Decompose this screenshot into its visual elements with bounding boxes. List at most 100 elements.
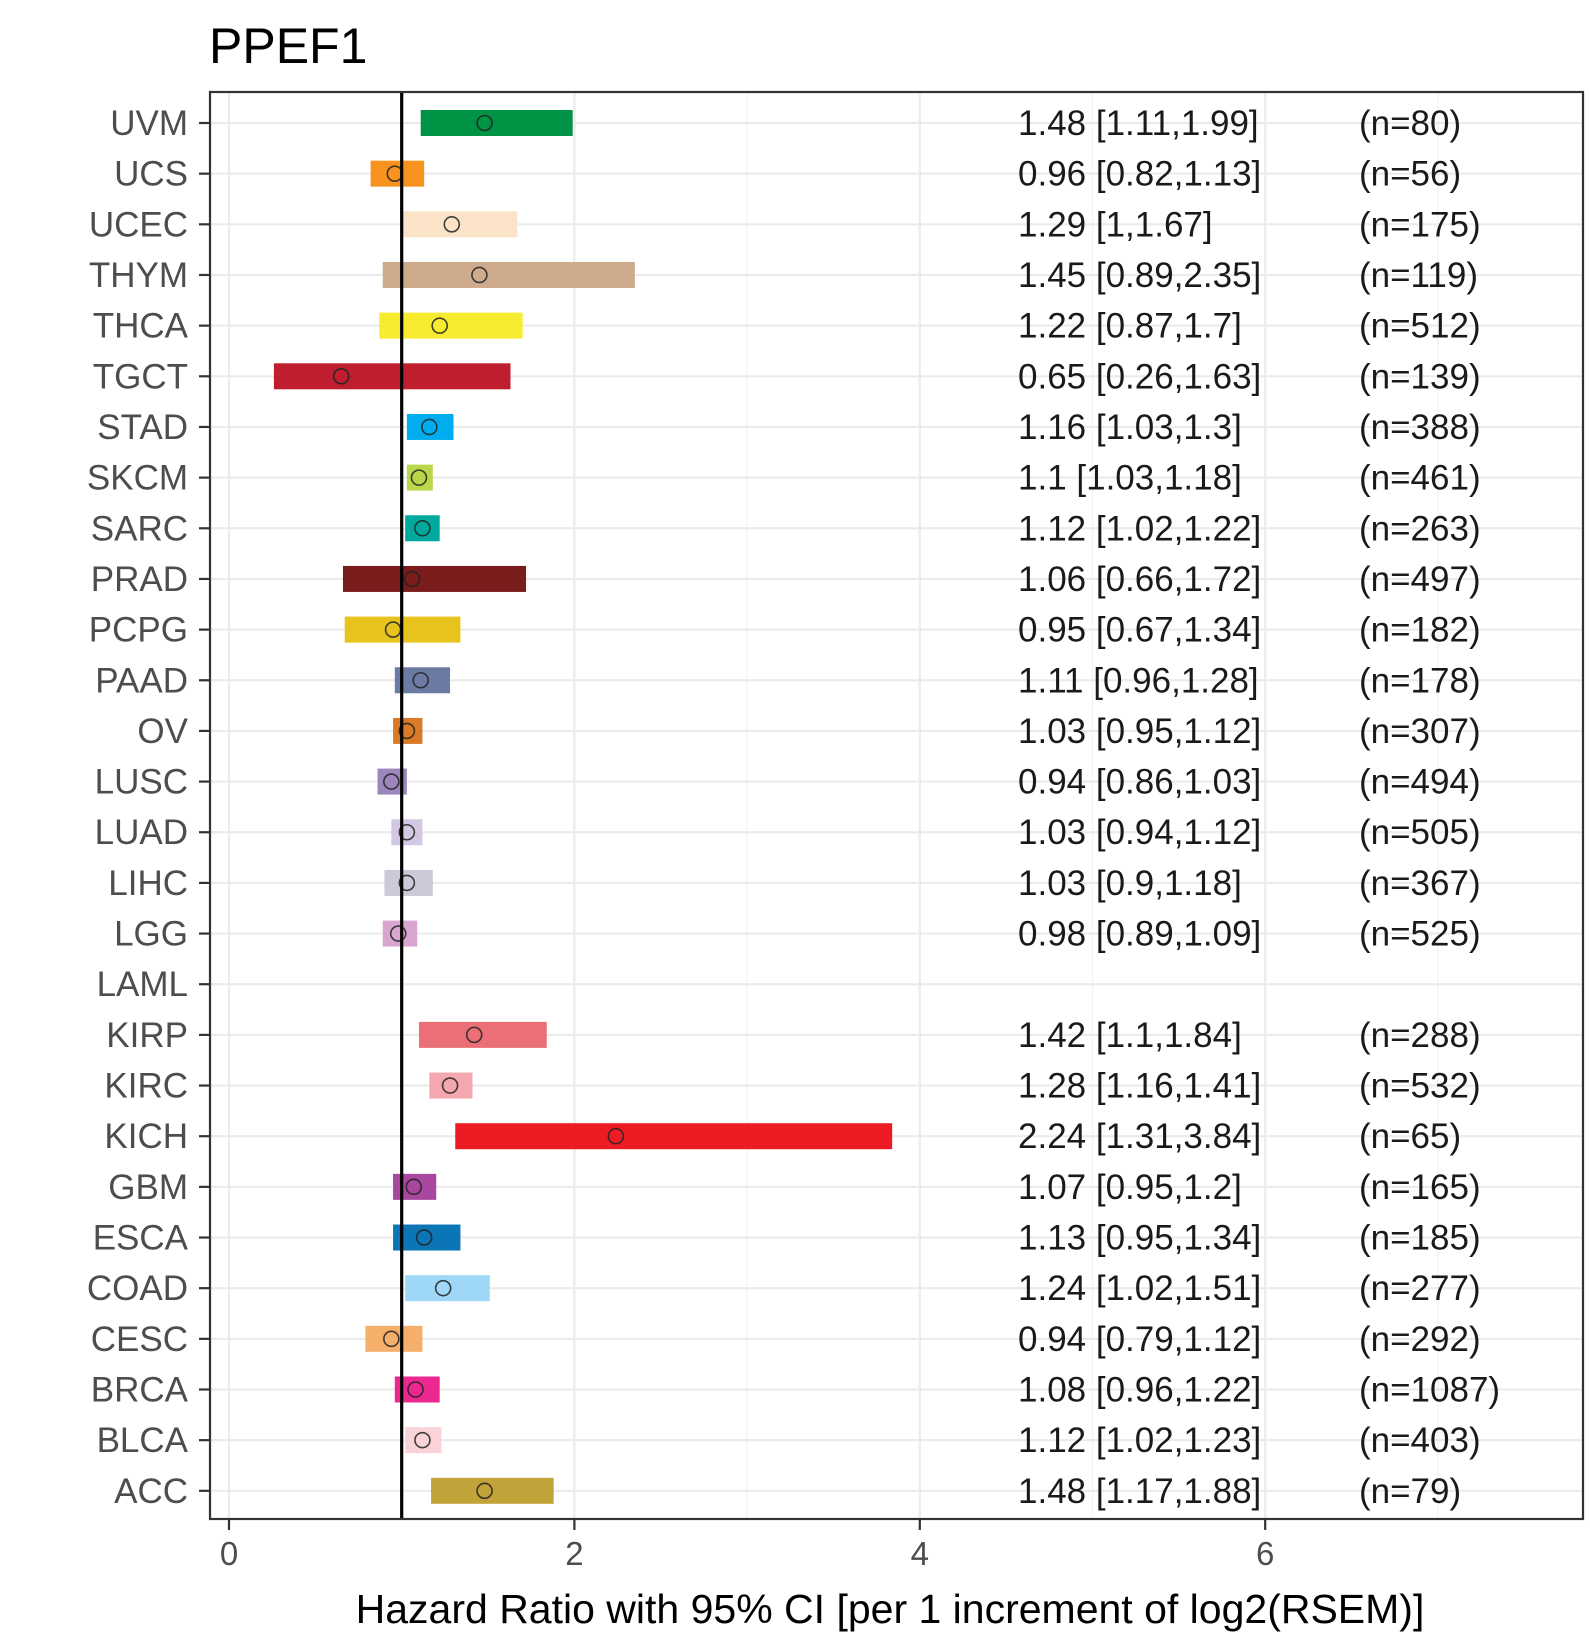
hr-point-ucec — [443, 216, 461, 233]
hr-point-thym — [471, 266, 488, 284]
ci-bar-tgct — [273, 363, 511, 390]
ci-bar-luad — [391, 819, 423, 846]
hr-label-brca: 1.08 [0.96,1.22] — [1018, 1371, 1261, 1410]
y-label-lgg: LGG — [114, 915, 188, 954]
hr-label-kirc: 1.28 [1.16,1.41] — [1018, 1067, 1261, 1106]
hr-label-lusc: 0.94 [0.86,1.03] — [1018, 763, 1261, 802]
y-label-lihc: LIHC — [108, 864, 188, 903]
ci-bar-kirp — [418, 1021, 547, 1048]
n-label-ucec: (n=175) — [1359, 205, 1481, 244]
y-axis-labels: UVM UCS UCEC THYM THCA TGCT STAD SKCM SARC PRAD PC… — [87, 104, 210, 1511]
y-label-kirp: KIRP — [106, 1016, 188, 1055]
hr-labels: 1.48 [1.11,1.99] 0.96 [0.82,1.13] 1.29 [1,… — [1018, 104, 1261, 1511]
hr-point-prad — [403, 570, 421, 588]
ci-bar-sarc — [405, 515, 440, 542]
hr-label-ov: 1.03 [0.95,1.12] — [1018, 712, 1261, 751]
ci-bar-cesc — [365, 1325, 423, 1352]
ci-bar-prad — [342, 565, 527, 592]
n-label-thca: (n=512) — [1359, 307, 1481, 346]
hr-point-coad — [434, 1279, 452, 1297]
ci-bar-thym — [382, 261, 635, 288]
ci-bar-ov — [393, 717, 423, 744]
n-label-gbm: (n=165) — [1359, 1168, 1481, 1207]
x-tick-label: 6 — [1256, 1535, 1274, 1572]
ci-bar-uvm — [420, 110, 573, 136]
hr-label-coad: 1.24 [1.02,1.51] — [1018, 1269, 1261, 1308]
hr-label-thca: 1.22 [0.87,1.7] — [1018, 307, 1242, 346]
n-label-stad: (n=388) — [1359, 408, 1481, 447]
hr-label-lihc: 1.03 [0.9,1.18] — [1018, 864, 1242, 903]
hr-label-lgg: 0.98 [0.89,1.09] — [1018, 915, 1261, 954]
hr-point-ov — [398, 722, 416, 740]
hr-point-brca — [407, 1381, 424, 1398]
hr-label-prad: 1.06 [0.66,1.72] — [1018, 560, 1261, 599]
y-label-paad: PAAD — [95, 661, 188, 700]
n-label-kich: (n=65) — [1359, 1117, 1461, 1156]
ci-bar-kich — [455, 1123, 893, 1150]
chart-title: PPEF1 — [209, 18, 367, 74]
y-label-prad: PRAD — [91, 560, 188, 599]
y-label-esca: ESCA — [93, 1219, 189, 1258]
hr-label-cesc: 0.94 [0.79,1.12] — [1018, 1320, 1261, 1359]
ci-bar-kirc — [429, 1072, 473, 1099]
hr-point-esca — [415, 1229, 433, 1246]
hr-label-esca: 1.13 [0.95,1.34] — [1018, 1219, 1261, 1258]
n-label-thym: (n=119) — [1359, 256, 1478, 295]
ci-bar-paad — [394, 667, 451, 694]
n-label-skcm: (n=461) — [1359, 459, 1481, 498]
panel-border — [208, 90, 1585, 1521]
y-label-laml: LAML — [97, 965, 188, 1004]
n-label-luad: (n=505) — [1359, 813, 1481, 852]
hr-label-kich: 2.24 [1.31,3.84] — [1018, 1117, 1261, 1156]
hr-label-kirp: 1.42 [1.1,1.84] — [1018, 1016, 1242, 1055]
n-label-tgct: (n=139) — [1359, 357, 1481, 396]
hr-point-tgct — [332, 367, 350, 385]
hr-label-luad: 1.03 [0.94,1.12] — [1018, 813, 1261, 852]
n-label-paad: (n=178) — [1359, 661, 1481, 700]
y-label-cesc: CESC — [91, 1320, 188, 1359]
y-label-blca: BLCA — [97, 1421, 189, 1460]
hr-point-blca — [414, 1431, 431, 1449]
ci-bars — [273, 110, 893, 1504]
ci-bar-coad — [405, 1275, 490, 1302]
hr-point-thca — [431, 317, 448, 334]
n-label-brca: (n=1087) — [1359, 1371, 1500, 1410]
hr-point-uvm — [476, 114, 493, 132]
y-label-ov: OV — [137, 712, 188, 751]
y-label-sarc: SARC — [91, 509, 188, 548]
hr-point-lgg — [389, 925, 407, 942]
y-label-stad: STAD — [97, 408, 188, 447]
n-label-kirc: (n=532) — [1359, 1067, 1481, 1106]
y-label-ucec: UCEC — [89, 205, 188, 244]
n-labels: (n=80) (n=56) (n=175) (n=119) (n=512) (n=139)… — [1359, 104, 1500, 1511]
ci-bar-stad — [406, 413, 454, 440]
n-label-lgg: (n=525) — [1359, 915, 1481, 954]
hr-point-gbm — [405, 1178, 423, 1196]
ci-bar-ucs — [370, 160, 425, 187]
n-label-acc: (n=79) — [1359, 1472, 1461, 1511]
x-tick-label: 2 — [565, 1535, 583, 1572]
hr-label-ucec: 1.29 [1,1.67] — [1018, 205, 1213, 244]
hr-point-sarc — [414, 519, 431, 537]
y-label-lusc: LUSC — [95, 763, 188, 802]
y-label-gbm: GBM — [108, 1168, 188, 1207]
y-label-uvm: UVM — [110, 104, 188, 143]
hr-point-acc — [476, 1482, 493, 1500]
y-label-kirc: KIRC — [104, 1067, 188, 1106]
hr-point-lihc — [398, 874, 416, 892]
n-label-cesc: (n=292) — [1359, 1320, 1481, 1359]
n-label-esca: (n=185) — [1359, 1219, 1481, 1258]
hr-label-stad: 1.16 [1.03,1.3] — [1018, 408, 1242, 447]
y-label-pcpg: PCPG — [89, 611, 188, 650]
hr-label-acc: 1.48 [1.17,1.88] — [1018, 1472, 1261, 1511]
y-label-coad: COAD — [87, 1269, 188, 1308]
ci-bar-gbm — [393, 1173, 437, 1200]
n-label-ucs: (n=56) — [1359, 155, 1461, 194]
hr-label-paad: 1.11 [0.96,1.28] — [1018, 661, 1259, 700]
hr-point-kich — [607, 1127, 625, 1145]
y-label-thca: THCA — [93, 307, 189, 346]
n-label-prad: (n=497) — [1359, 560, 1481, 599]
n-label-pcpg: (n=182) — [1359, 611, 1481, 650]
hr-label-gbm: 1.07 [0.95,1.2] — [1018, 1168, 1242, 1207]
